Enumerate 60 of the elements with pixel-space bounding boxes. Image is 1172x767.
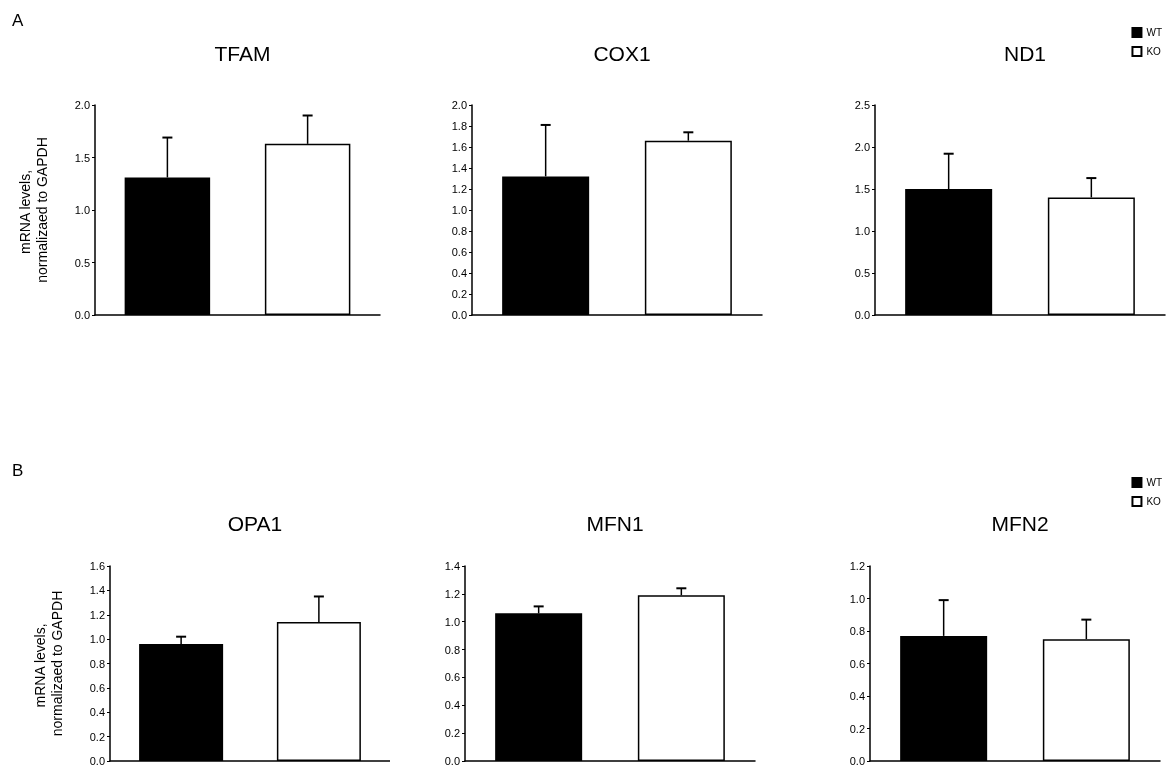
chart-title: TFAM (214, 42, 271, 65)
y-axis-title: mRNA levels, normalizaed to GAPDH (31, 590, 65, 737)
y-tick-label: 0.4 (849, 690, 865, 702)
y-tick-label: 0.8 (89, 657, 105, 670)
y-tick-label: 1.6 (89, 560, 105, 572)
y-tick-label: 1.2 (849, 560, 865, 572)
chart-title: ND1 (1003, 42, 1047, 65)
y-tick-label: 0.5 (74, 256, 90, 269)
y-tick-label: 1.4 (89, 584, 105, 597)
y-tick-label: 1.2 (451, 183, 467, 195)
legend-label: KO (1146, 46, 1162, 57)
y-tick-label: 1.6 (451, 141, 467, 153)
y-tick-label: 0.2 (451, 288, 467, 300)
y-tick-label: 1.5 (74, 151, 90, 164)
legend-label: WT (1146, 27, 1162, 38)
text: A (12, 11, 24, 30)
y-tick-label: 0.2 (444, 727, 460, 740)
y-tick-label: 0.4 (444, 699, 460, 712)
y-tick-label: 0.0 (451, 309, 467, 321)
y-tick-label: 1.0 (74, 204, 90, 216)
y-tick-label: 1.0 (854, 225, 870, 237)
y-tick-label: 0.0 (444, 755, 460, 767)
y-tick-label: 1.2 (89, 608, 105, 621)
y-tick-label: 0.8 (444, 643, 460, 656)
y-tick-label: 2.5 (854, 99, 870, 111)
y-tick-label: 0.8 (451, 225, 467, 237)
y-tick-label: 2.0 (451, 99, 467, 111)
y-axis-title: mRNA levels, normalizaed to GAPDH (16, 137, 50, 283)
y-tick-label: 0.6 (89, 681, 105, 694)
y-tick-label: 1.0 (849, 592, 865, 605)
y-tick-label: 1.4 (451, 162, 467, 174)
y-tick-label: 0.2 (849, 722, 865, 735)
y-tick-label: 1.4 (444, 560, 460, 572)
y-tick-label: 2.0 (74, 99, 90, 111)
chart-title: MFN1 (586, 512, 644, 535)
y-tick-label: 1.8 (451, 120, 467, 132)
chart-title: MFN2 (991, 512, 1049, 535)
y-tick-label: 0.0 (849, 755, 865, 767)
y-tick-label: 0.4 (451, 267, 467, 279)
y-tick-label: 0.0 (74, 309, 90, 321)
y-tick-label: 0.4 (89, 706, 105, 719)
y-tick-label: 0.6 (849, 657, 865, 670)
chart-title: OPA1 (227, 512, 283, 535)
y-tick-label: 0.8 (849, 625, 865, 637)
y-tick-label: 0.6 (451, 246, 467, 258)
legend-label: WT (1146, 477, 1162, 488)
text: B (12, 461, 24, 480)
y-tick-label: 2.0 (854, 141, 870, 153)
y-tick-label: 0.2 (89, 730, 105, 743)
y-tick-label: 0.6 (444, 671, 460, 684)
legend-label: KO (1146, 496, 1162, 507)
y-tick-label: 1.5 (854, 183, 870, 195)
y-tick-label: 1.0 (444, 615, 460, 628)
y-tick-label: 0.0 (89, 755, 105, 767)
y-tick-label: 0.0 (854, 309, 870, 321)
y-tick-label: 1.0 (89, 633, 105, 646)
y-tick-label: 0.5 (854, 267, 870, 279)
y-tick-label: 1.2 (444, 587, 460, 600)
y-tick-label: 1.0 (451, 204, 467, 216)
chart-title: COX1 (593, 42, 651, 65)
